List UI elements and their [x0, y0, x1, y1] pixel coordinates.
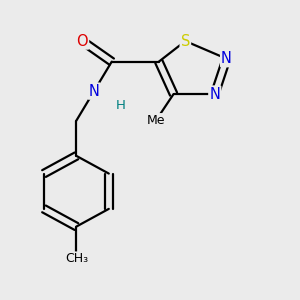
Text: Me: Me [147, 114, 165, 127]
Text: N: N [221, 51, 232, 66]
Text: CH₃: CH₃ [65, 252, 88, 266]
Text: S: S [181, 34, 190, 49]
Text: N: N [209, 87, 220, 102]
Text: O: O [76, 34, 88, 49]
Text: H: H [116, 99, 125, 112]
Text: N: N [88, 84, 100, 99]
